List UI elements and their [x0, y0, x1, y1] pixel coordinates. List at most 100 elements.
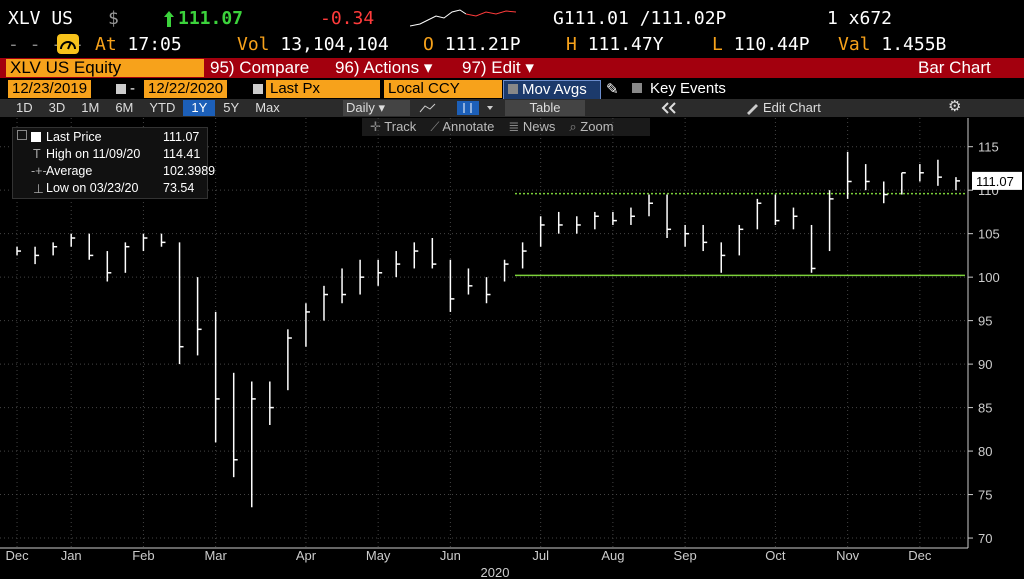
x-tick-label: Feb: [132, 548, 154, 563]
legend-label: High on 11/09/20: [46, 147, 141, 161]
actions[interactable]: 96) Actions ▾: [335, 58, 433, 77]
y-tick-label: 85: [978, 401, 992, 416]
tools: ✛ Track ⟋ Annotate ≣ News ⌕ Zoom: [370, 119, 614, 135]
last-price: 111.07: [178, 8, 244, 29]
actions-label: 96) Actions: [335, 58, 420, 77]
vol-label: Vol: [237, 34, 270, 55]
key-events[interactable]: Key Events: [632, 80, 726, 98]
chart-type-icons[interactable]: [417, 100, 497, 116]
edit-chart[interactable]: Edit Chart: [763, 100, 821, 115]
last-price-tag-label: 111.07: [976, 174, 1014, 189]
x-tick-label: Aug: [601, 548, 624, 563]
y-tick-label: 70: [978, 531, 992, 546]
currency-select[interactable]: Local CCY: [384, 80, 502, 98]
legend-label: Average: [46, 164, 93, 178]
collapse-icon[interactable]: [660, 101, 680, 115]
at-label: At: [95, 34, 117, 55]
up-arrow: [164, 11, 174, 27]
at-time: 17:05: [127, 34, 182, 55]
x-tick-label: Mar: [204, 548, 227, 563]
tool-label: Zoom: [580, 119, 614, 134]
calendar-icon[interactable]: [116, 84, 126, 94]
security[interactable]: XLV US Equity: [6, 59, 204, 77]
compare[interactable]: 95) Compare: [210, 58, 310, 77]
period-button[interactable]: Max: [255, 100, 280, 115]
tool-bar: [362, 118, 650, 136]
tool-label: Track: [384, 119, 417, 134]
calendar-icon[interactable]: [253, 84, 263, 94]
x-tick-label: Nov: [836, 548, 860, 563]
x-tick-label: Jan: [61, 548, 82, 563]
period-button[interactable]: 1M: [81, 100, 100, 115]
legend-value: 102.3989: [163, 164, 216, 178]
volume: 13,104,104: [280, 34, 389, 55]
low: 110.44P: [733, 34, 810, 55]
period-button[interactable]: 5Y: [223, 100, 240, 115]
pencil[interactable]: ✎: [606, 81, 619, 98]
y-tick-label: 105: [978, 227, 1000, 242]
date-separator: -: [130, 80, 135, 97]
view-name: Bar Chart: [918, 58, 991, 77]
period-button[interactable]: 1D: [16, 100, 33, 115]
x-tick-label: Dec: [5, 548, 29, 563]
start-date[interactable]: 12/23/2019: [8, 80, 92, 98]
table-button[interactable]: Table: [505, 100, 585, 116]
x-tick-label: Sep: [674, 548, 697, 563]
tool-label: News: [522, 119, 556, 134]
net-change: -0.34: [320, 8, 375, 29]
tool-button[interactable]: ⌕ Zoom: [569, 119, 614, 134]
tool-button[interactable]: ≣ News: [508, 119, 556, 134]
field[interactable]: Last Px: [266, 80, 380, 98]
legend: Last Price 111.07 T High on 11/09/20 114…: [12, 127, 215, 199]
key-events-label: Key Events: [650, 80, 726, 97]
frequency-label: Daily: [346, 100, 375, 115]
x-tick-label: Oct: [765, 548, 786, 563]
legend-value: 114.41: [163, 147, 201, 161]
mov-avgs-label: Mov Avgs: [522, 81, 587, 98]
periods: 1D 3D 1M 6M YTD 1Y 5Y Max: [8, 100, 288, 116]
x-tick-label: Jun: [440, 548, 461, 563]
last-price-tag: [972, 171, 1022, 190]
x-tick-label: May: [366, 548, 391, 563]
tool-label: Annotate: [442, 119, 495, 134]
legend-label: Low on 03/23/20: [46, 181, 139, 195]
legend-label: Last Price: [46, 130, 102, 144]
edit[interactable]: 97) Edit ▾: [462, 58, 534, 77]
x-tick-label: Dec: [908, 548, 932, 563]
frequency[interactable]: Daily ▾: [343, 100, 410, 116]
x-tick-label: Apr: [296, 548, 317, 563]
y-tick-label: 80: [978, 444, 992, 459]
mov-avgs[interactable]: Mov Avgs: [503, 80, 601, 100]
period-button[interactable]: 3D: [48, 100, 66, 115]
legend-collapse[interactable]: [17, 130, 27, 140]
period-button[interactable]: YTD: [149, 100, 176, 115]
period-button[interactable]: 1Y: [183, 100, 216, 116]
y-tick-label: 75: [978, 488, 992, 503]
period-button[interactable]: 6M: [115, 100, 134, 115]
edit-icon: [747, 104, 758, 115]
edit-label: 97) Edit: [462, 58, 521, 77]
tool-button[interactable]: ⟋ Annotate: [430, 119, 495, 134]
y-tick-label: 95: [978, 314, 992, 329]
val-label: Val: [838, 34, 871, 55]
x-tick-label: Jul: [532, 548, 549, 563]
legend-swatch: [31, 132, 41, 142]
tool-button[interactable]: ✛ Track: [370, 119, 417, 134]
sparkline: [410, 9, 517, 27]
currency: $: [108, 8, 119, 29]
command-bar: [0, 58, 1024, 78]
legend-value: 73.54: [163, 181, 195, 195]
end-date[interactable]: 12/22/2020: [144, 80, 228, 98]
y-tick-label: 115: [978, 140, 999, 155]
legend-value: 111.07: [163, 130, 200, 144]
size: 1 x672: [827, 8, 893, 29]
value-traded: 1.455B: [881, 34, 947, 55]
open-label: O: [423, 34, 434, 55]
high-label: H: [566, 34, 577, 55]
gauge-icon: [57, 34, 79, 54]
ticker: XLV US: [8, 8, 74, 29]
y-tick-label: 100: [978, 270, 1000, 285]
y-tick-label: 90: [978, 357, 992, 372]
settings-icon[interactable]: ⚙: [948, 98, 962, 115]
